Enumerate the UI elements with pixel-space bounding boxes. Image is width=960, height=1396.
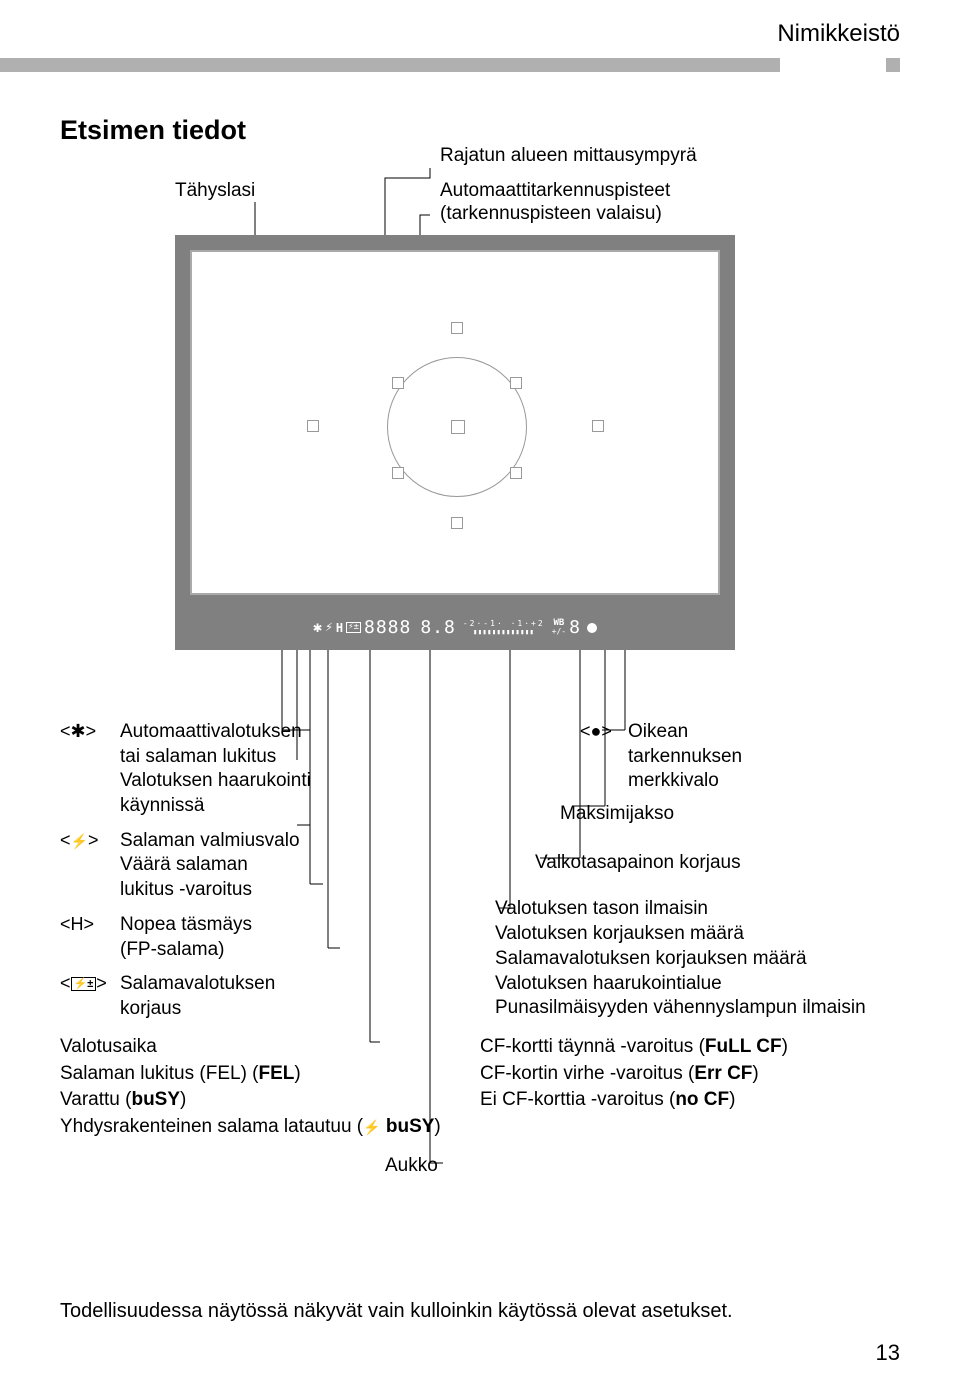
label-rajatun: Rajatun alueen mittausympyrä — [440, 145, 697, 167]
readout-exposure-scale: -2·-1· ·1·+2 ▮▮▮▮▮▮▮▮▮▮▮▮▮ — [463, 619, 545, 636]
header-square — [886, 58, 900, 72]
flash-comp-text: Salamavalotuksen korjaus — [120, 972, 275, 1021]
af-point — [510, 467, 522, 479]
readout-wb-seg: 8 — [569, 617, 581, 638]
focus-symbol: <●> — [580, 720, 628, 743]
af-point — [392, 467, 404, 479]
af-point — [392, 377, 404, 389]
legend-columns: <✱> Automaattivalotuksen tai salaman luk… — [60, 720, 900, 1032]
legend-fp-sync: <H> Nopea täsmäys (FP-salama) — [60, 913, 450, 962]
legend-focus-confirm: <●> Oikean tarkennuksen merkkivalo — [580, 720, 900, 794]
legend-wb-correction: Valkotasapainon korjaus — [535, 851, 900, 876]
ae-lock-symbol: <✱> — [60, 720, 120, 743]
aperture-label: Aukko — [385, 1155, 438, 1177]
ae-lock-text: Automaattivalotuksen tai salaman lukitus… — [120, 720, 311, 819]
page-number: 13 — [876, 1340, 900, 1366]
viewfinder-frame: ✱ ⚡ H ⚡± 8888 8.8 -2·-1· ·1·+2 ▮▮▮▮▮▮▮▮▮… — [175, 235, 735, 650]
readout-aperture-seg: 8.8 — [420, 617, 456, 638]
readout-wb-icon: WB +/- — [552, 619, 566, 636]
flash-ready-text: Salaman valmiusvalo Väärä salaman lukitu… — [120, 829, 300, 903]
af-point — [451, 420, 465, 434]
fel-label: Salaman lukitus (FEL) (FEL) — [60, 1061, 450, 1088]
header-rule — [0, 58, 780, 72]
viewfinder-readout: ✱ ⚡ H ⚡± 8888 8.8 -2·-1· ·1·+2 ▮▮▮▮▮▮▮▮▮… — [175, 617, 735, 638]
legend-left-column: <✱> Automaattivalotuksen tai salaman luk… — [60, 720, 450, 1032]
viewfinder-screen — [190, 250, 720, 595]
readout-ae-lock-icon: ✱ — [313, 620, 322, 635]
readout-fp-icon: H — [336, 622, 343, 634]
af-point — [510, 377, 522, 389]
bottom-right-legend: CF-kortti täynnä -varoitus (FuLL CF) CF-… — [480, 1034, 900, 1140]
label-tahyslasi: Tähyslasi — [175, 180, 255, 202]
max-burst-text: Maksimijakso — [560, 802, 674, 827]
readout-focus-confirm-icon — [587, 623, 597, 633]
legend-flash-ready: <⚡> Salaman valmiusvalo Väärä salaman lu… — [60, 829, 450, 903]
af-point — [451, 517, 463, 529]
cf-full-label: CF-kortti täynnä -varoitus (FuLL CF) — [480, 1034, 900, 1061]
cf-none-label: Ei CF-korttia -varoitus (no CF) — [480, 1087, 900, 1114]
page-title: Etsimen tiedot — [60, 115, 246, 146]
af-point — [307, 420, 319, 432]
section-header: Nimikkeistö — [777, 20, 900, 48]
cf-err-label: CF-kortin virhe -varoitus (Err CF) — [480, 1061, 900, 1088]
shutter-time-label: Valotusaika — [60, 1034, 450, 1061]
bottom-left-legend: Valotusaika Salaman lukitus (FEL) (FEL) … — [60, 1034, 450, 1140]
exp-level-text: Valotuksen tason ilmaisin Valotuksen kor… — [495, 897, 866, 1020]
legend-ae-lock: <✱> Automaattivalotuksen tai salaman luk… — [60, 720, 450, 819]
readout-flash-comp-icon: ⚡± — [346, 622, 361, 633]
flash-comp-symbol: <⚡±> — [60, 972, 120, 995]
fp-symbol: <H> — [60, 913, 120, 936]
legend-max-burst: Maksimijakso — [560, 802, 900, 827]
readout-shutter-seg: 8888 — [364, 617, 411, 638]
flash-symbol: <⚡> — [60, 829, 120, 852]
bottom-legend: Valotusaika Salaman lukitus (FEL) (FEL) … — [60, 1034, 900, 1140]
readout-flash-icon: ⚡ — [325, 621, 333, 634]
footer-note: Todellisuudessa näytössä näkyvät vain ku… — [60, 1300, 900, 1323]
label-autofocus-2: (tarkennuspisteen valaisu) — [440, 203, 662, 225]
busy-label: Varattu (buSY) — [60, 1087, 450, 1114]
label-autofocus-1: Automaattitarkennuspisteet — [440, 180, 670, 202]
focus-text: Oikean tarkennuksen merkkivalo — [628, 720, 742, 794]
legend-right-column: <●> Oikean tarkennuksen merkkivalo Maksi… — [480, 720, 900, 1032]
fp-text: Nopea täsmäys (FP-salama) — [120, 913, 252, 962]
legend-flash-comp: <⚡±> Salamavalotuksen korjaus — [60, 972, 450, 1021]
legend-exposure-level: Valotuksen tason ilmaisin Valotuksen kor… — [495, 897, 900, 1020]
flash-busy-label: Yhdysrakenteinen salama latautuu (⚡ buSY… — [60, 1114, 450, 1141]
af-point — [592, 420, 604, 432]
wb-corr-text: Valkotasapainon korjaus — [535, 851, 741, 876]
af-point — [451, 322, 463, 334]
